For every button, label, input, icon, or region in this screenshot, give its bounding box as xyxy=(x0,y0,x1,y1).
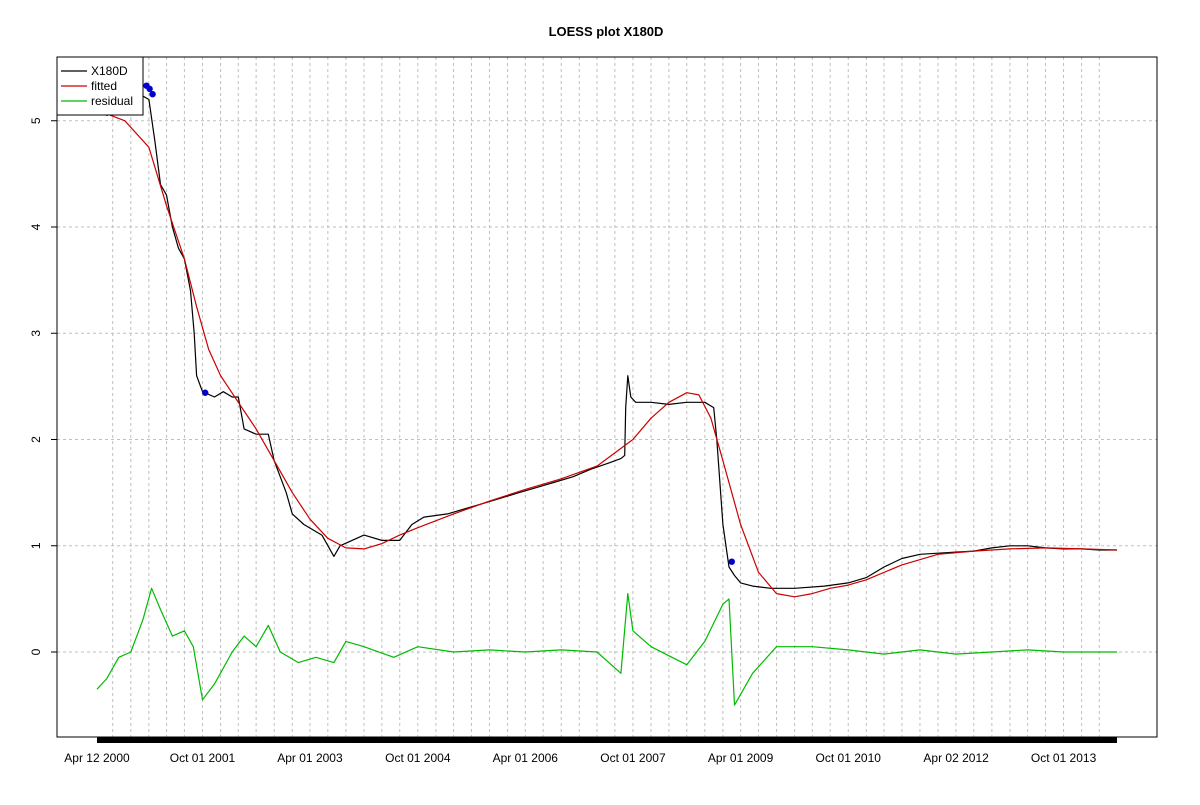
x-tick-label: Apr 01 2006 xyxy=(493,751,559,765)
series-line-x180d xyxy=(96,93,1117,589)
y-tick-label: 4 xyxy=(29,223,43,230)
x-tick-label: Oct 01 2013 xyxy=(1031,751,1097,765)
y-tick-label: 2 xyxy=(29,436,43,443)
y-tick-label: 0 xyxy=(29,648,43,655)
series-line-residual xyxy=(96,587,1117,706)
x-tick-label: Apr 01 2009 xyxy=(708,751,774,765)
legend-label-fitted: fitted xyxy=(91,79,117,93)
series-layer xyxy=(96,93,1118,706)
x-tick-label: Oct 01 2001 xyxy=(170,751,236,765)
x-tick-label: Apr 12 2000 xyxy=(64,751,130,765)
series-line-fitted xyxy=(96,109,1118,598)
y-tick-label: 1 xyxy=(29,542,43,549)
highlight-point xyxy=(149,90,156,98)
y-tick-label: 5 xyxy=(29,117,43,124)
y-tick-label: 3 xyxy=(29,330,43,337)
legend-label-residual: residual xyxy=(91,94,133,108)
highlight-points xyxy=(143,82,735,565)
x-tick-label: Oct 01 2010 xyxy=(816,751,882,765)
axes: 0 1 2 3 4 5 Apr 12 2000 Oct 01 2001 Apr 01 2003 O… xyxy=(29,56,1158,765)
highlight-point xyxy=(202,389,209,396)
x-tick-label: Oct 01 2004 xyxy=(385,751,451,765)
x-axis-tick-band xyxy=(97,737,1117,743)
x-tick-label: Apr 01 2003 xyxy=(277,751,343,765)
highlight-point xyxy=(146,85,153,93)
x-tick-label: Oct 01 2007 xyxy=(600,751,666,765)
legend-label-x180d: X180D xyxy=(91,64,128,78)
grid xyxy=(57,57,1157,737)
chart-title: LOESS plot X180D xyxy=(549,24,664,39)
x-tick-label: Apr 02 2012 xyxy=(923,751,989,765)
highlight-point xyxy=(728,558,735,565)
